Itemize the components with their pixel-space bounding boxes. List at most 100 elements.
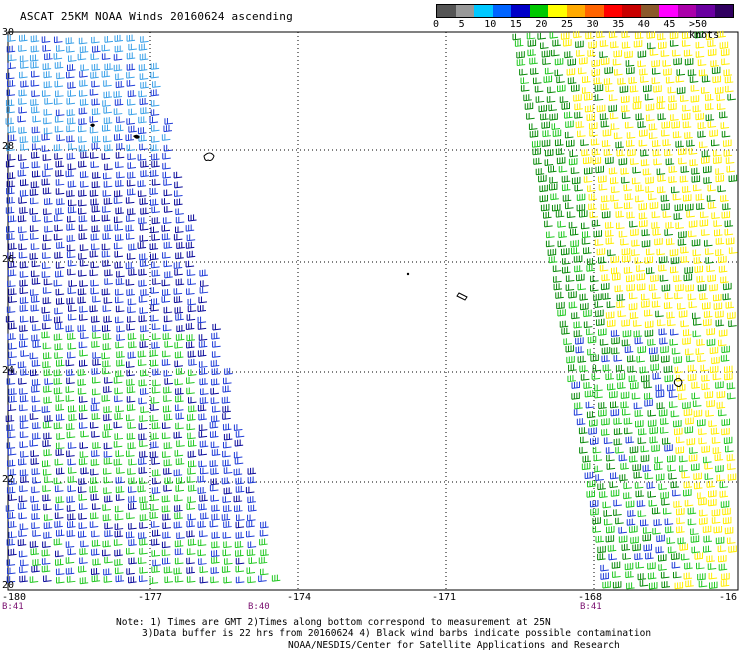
wind-barb: [43, 127, 53, 135]
wind-barb: [41, 549, 51, 557]
wind-barb: [101, 153, 111, 160]
wind-barb: [593, 230, 603, 238]
wind-barb: [199, 467, 209, 475]
wind-barb: [592, 517, 601, 525]
wind-barb: [125, 262, 135, 270]
wind-barb: [720, 500, 730, 509]
wind-barb: [67, 332, 76, 341]
wind-barb: [7, 333, 16, 341]
wind-barb: [55, 288, 65, 296]
wind-barb: [113, 133, 123, 141]
wind-barb: [641, 293, 650, 301]
wind-barb: [56, 45, 65, 52]
wind-barb: [586, 258, 596, 266]
wind-barb: [581, 231, 591, 239]
wind-barb: [646, 267, 655, 275]
wind-barb: [80, 540, 89, 548]
wind-barb: [161, 358, 171, 367]
wind-barb: [5, 72, 15, 80]
wind-barb: [654, 463, 663, 471]
wind-barb: [722, 203, 731, 211]
wind-barb: [678, 157, 687, 165]
wind-barb: [672, 131, 682, 139]
wind-barb: [126, 323, 136, 331]
wind-barb: [626, 211, 636, 219]
wind-barb: [150, 287, 160, 294]
wind-barb: [162, 152, 171, 160]
wind-barb: [7, 126, 17, 134]
wind-barb: [555, 210, 565, 218]
wind-barb: [678, 393, 687, 401]
wind-barb: [104, 36, 114, 43]
wind-barb: [565, 275, 575, 283]
wind-barb: [151, 486, 161, 495]
wind-barb: [628, 302, 638, 311]
wind-barb: [664, 374, 674, 383]
wind-barb: [8, 288, 17, 296]
wind-barb: [176, 440, 185, 448]
wind-barb: [163, 413, 173, 421]
wind-barb: [186, 476, 196, 484]
wind-barb: [42, 187, 52, 195]
wind-barb: [32, 422, 41, 430]
wind-barb: [571, 381, 581, 389]
wind-barb: [223, 505, 232, 513]
wind-barb: [597, 545, 606, 554]
wind-barb: [173, 233, 183, 241]
wind-barb: [89, 269, 99, 277]
wind-barb: [43, 234, 52, 242]
wind-barb: [65, 541, 75, 548]
wind-barb: [589, 500, 599, 508]
wind-barb: [681, 32, 691, 40]
wind-barb: [92, 295, 101, 303]
wind-barb: [593, 77, 603, 85]
wind-barb: [113, 421, 123, 429]
wind-barb: [55, 109, 65, 117]
wind-barb: [186, 557, 195, 565]
wind-barb: [151, 422, 161, 430]
wind-barb: [235, 531, 245, 539]
wind-barb: [68, 143, 77, 150]
wind-barb: [688, 301, 698, 309]
scale-swatch: [455, 5, 474, 17]
wind-barb: [669, 338, 679, 346]
wind-barb: [8, 54, 17, 62]
wind-barb: [538, 104, 548, 113]
wind-barb: [78, 37, 88, 45]
wind-barb: [721, 345, 730, 354]
wind-barb: [56, 433, 65, 440]
wind-barb: [30, 79, 40, 87]
wind-barb: [104, 144, 113, 152]
wind-barb: [620, 401, 630, 409]
wind-barb: [174, 512, 183, 520]
wind-barb: [162, 171, 172, 179]
wind-barb: [588, 203, 597, 211]
wind-barb: [603, 148, 613, 156]
wind-barb: [655, 546, 665, 554]
wind-barb: [648, 132, 658, 140]
wind-barb: [601, 346, 611, 355]
wind-barb: [188, 358, 197, 366]
wind-barb: [234, 457, 244, 465]
wind-barb: [554, 69, 564, 77]
wind-barb: [700, 364, 710, 372]
wind-barb: [30, 450, 40, 458]
wind-barb: [92, 376, 101, 384]
wind-barb: [717, 185, 727, 193]
wind-barb: [103, 487, 112, 495]
wind-barb: [79, 98, 89, 106]
wind-barb: [152, 529, 161, 537]
wind-barb: [139, 566, 148, 574]
wind-barb: [126, 450, 135, 458]
wind-barb: [150, 404, 159, 411]
wind-barb: [128, 477, 137, 485]
wind-barb: [646, 31, 656, 39]
wind-barb: [567, 375, 576, 383]
wind-barb: [138, 295, 148, 303]
wind-barb: [568, 291, 577, 299]
wind-barb: [702, 545, 712, 553]
wind-barb: [91, 568, 100, 576]
wind-barb: [173, 521, 183, 529]
wind-barb: [55, 558, 64, 566]
wind-barb: [212, 323, 221, 331]
